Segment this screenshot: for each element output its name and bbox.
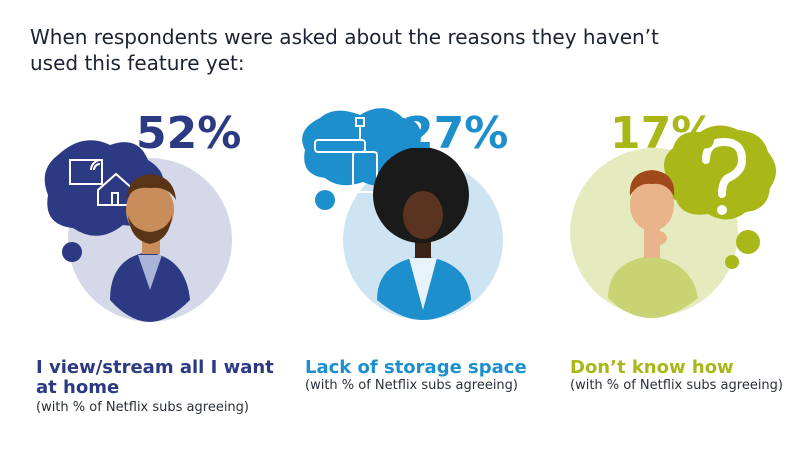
percent-label: 52%: [136, 108, 242, 159]
person-illustration-storage: [302, 108, 503, 320]
hard-drive-icon: [314, 117, 378, 193]
reason-footnote: (with % of Netflix subs agreeing): [36, 400, 249, 415]
reason-title-line1: I view/stream all I want: [36, 357, 274, 378]
person-illustration-dont-know: [570, 125, 777, 318]
reason-title-line1: Don’t know how: [570, 357, 734, 378]
reason-title-line2: at home: [36, 377, 120, 398]
intro-text: When respondents were asked about the re…: [30, 25, 659, 75]
reason-panel-home: 52% I view/stream all I want at home (wi…: [18, 0, 278, 450]
reason-title-line1: Lack of storage space: [305, 357, 527, 378]
reason-footnote: (with % of Netflix subs agreeing): [570, 378, 783, 393]
person-illustration-home: [44, 140, 232, 322]
reason-panel-dont-know: 17% Don’t know how (with % of Netflix su…: [548, 0, 800, 450]
question-mark-icon: [702, 137, 747, 215]
reason-panel-storage: 27% Lack of storage space (with % of Net…: [285, 0, 545, 450]
reason-footnote: (with % of Netflix subs agreeing): [305, 378, 518, 393]
percent-label: 27%: [403, 108, 509, 159]
percent-label: 17%: [610, 108, 716, 159]
thought-bubble: [664, 125, 777, 269]
